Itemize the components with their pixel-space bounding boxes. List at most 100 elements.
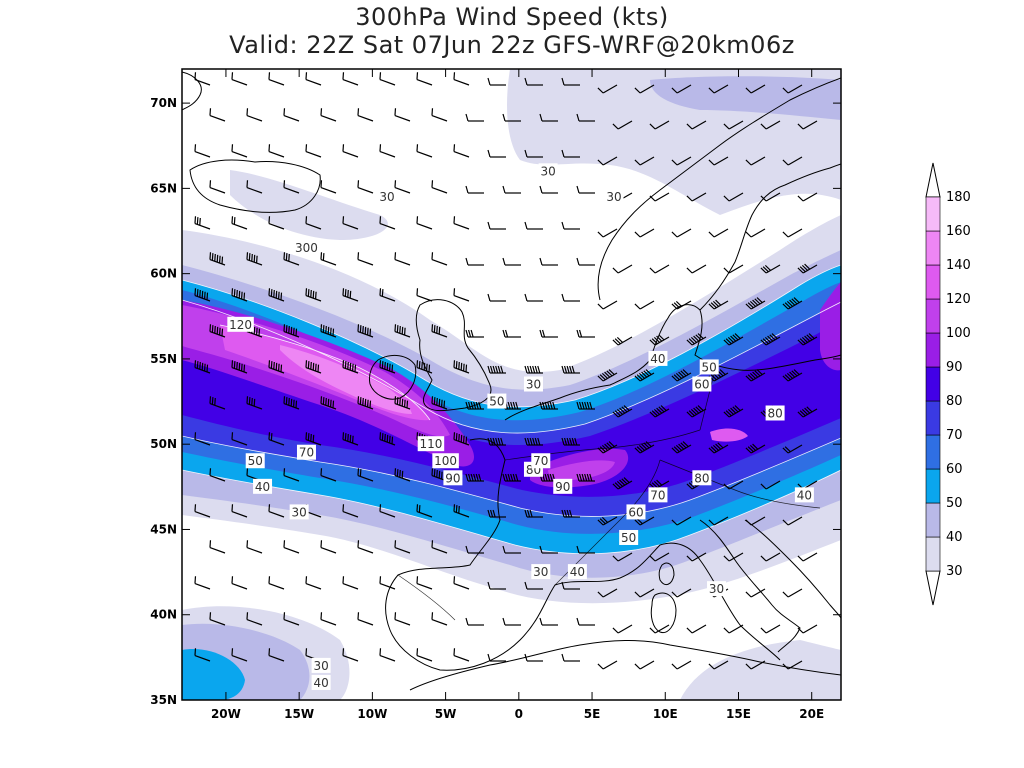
wind-barb bbox=[453, 288, 470, 302]
contour-label-text: 120 bbox=[229, 318, 252, 332]
wind-barb bbox=[305, 144, 322, 158]
contour-label-text: 30 bbox=[313, 659, 328, 673]
wind-barb bbox=[357, 252, 374, 266]
coastline-iceland bbox=[189, 159, 321, 213]
wind-barb bbox=[416, 360, 433, 374]
wind-barb bbox=[745, 588, 766, 598]
wind-barb bbox=[612, 405, 633, 418]
wind-barb bbox=[723, 480, 744, 490]
coastline-scandinavia bbox=[597, 77, 841, 301]
wind-barb bbox=[268, 432, 285, 446]
contour-label-text: 50 bbox=[248, 454, 263, 468]
wind-barb bbox=[612, 477, 633, 490]
wind-barb bbox=[246, 396, 263, 410]
wind-barb bbox=[320, 396, 337, 410]
wind-barb bbox=[320, 108, 337, 122]
wind-barb bbox=[268, 576, 285, 590]
wind-barb bbox=[782, 588, 803, 598]
wind-barb bbox=[782, 660, 803, 670]
wind-barb bbox=[268, 360, 285, 374]
wind-barb bbox=[394, 468, 411, 482]
contour-label-text: 30 bbox=[606, 190, 621, 204]
wind-barb bbox=[342, 360, 359, 374]
contour-label-bg bbox=[432, 453, 459, 469]
contour-label-text: 90 bbox=[445, 471, 460, 485]
contour-label: 100 bbox=[432, 453, 459, 469]
colorbar-swatch bbox=[925, 468, 941, 504]
wind-barb bbox=[231, 360, 248, 374]
wind-barb bbox=[524, 293, 543, 302]
wind-barb bbox=[612, 120, 633, 130]
wind-barb bbox=[649, 264, 670, 274]
wind-barb bbox=[305, 216, 322, 230]
contour-label-text: 80 bbox=[767, 406, 782, 420]
wind-barb bbox=[524, 509, 543, 518]
wind-barb bbox=[465, 113, 484, 122]
wind-barb bbox=[231, 504, 248, 518]
x-tick-label: 20W bbox=[211, 707, 241, 721]
wind-barb bbox=[453, 504, 470, 518]
coastline-scandinavia bbox=[699, 163, 841, 311]
wind-barb bbox=[686, 552, 707, 562]
contour-label-bg bbox=[531, 453, 551, 469]
wind-barb bbox=[782, 228, 803, 238]
wind-barb bbox=[431, 612, 448, 626]
contour-label: 30 bbox=[377, 188, 397, 204]
contour-label: 40 bbox=[648, 350, 668, 366]
wind-barb bbox=[708, 660, 729, 670]
wind-barb bbox=[379, 648, 396, 662]
contour-label: 60 bbox=[692, 376, 712, 392]
contour-label-bg bbox=[531, 564, 551, 580]
wind-barb bbox=[431, 396, 448, 410]
coastline-corsica bbox=[658, 562, 675, 586]
colorbar-swatch bbox=[925, 366, 941, 402]
wind-barb bbox=[379, 216, 396, 230]
wind-barb bbox=[561, 221, 580, 230]
wind-barb bbox=[465, 185, 484, 194]
wind-barb bbox=[782, 516, 803, 526]
contour-label-text: 70 bbox=[299, 446, 314, 460]
contour-label: 40 bbox=[794, 487, 814, 503]
contour-label-bg bbox=[538, 163, 558, 179]
wind-barb bbox=[342, 432, 359, 446]
contour-label-text: 30 bbox=[526, 378, 541, 392]
wind-barb bbox=[342, 288, 359, 302]
wind-barb bbox=[394, 180, 411, 194]
wind-barb bbox=[597, 588, 618, 598]
wind-barb bbox=[723, 120, 744, 130]
map-frame bbox=[181, 68, 842, 701]
wind-barb bbox=[320, 252, 337, 266]
wind-barbs bbox=[194, 72, 818, 670]
colorbar-label: 80 bbox=[946, 394, 963, 409]
contour-label: 120 bbox=[227, 316, 254, 332]
colorbar-label: 140 bbox=[946, 258, 971, 273]
shade-140 bbox=[280, 345, 412, 414]
contour-label-bg bbox=[311, 674, 331, 690]
contour-label-bg bbox=[707, 581, 727, 597]
wind-barb bbox=[502, 617, 521, 626]
wind-barb bbox=[723, 192, 744, 202]
wind-barb bbox=[539, 257, 558, 266]
contour-label-bg bbox=[443, 470, 463, 486]
wind-barb bbox=[760, 552, 781, 562]
wind-barb bbox=[723, 264, 744, 274]
wind-barb bbox=[305, 432, 322, 446]
y-tick-label: 55N bbox=[150, 352, 177, 366]
wind-barb bbox=[797, 120, 818, 130]
contour-label-text: 40 bbox=[255, 480, 270, 494]
x-tick-label: 10W bbox=[357, 707, 387, 721]
contour-label-text: 60 bbox=[628, 505, 643, 519]
wind-barb bbox=[283, 108, 300, 122]
wind-barb bbox=[745, 84, 766, 94]
wind-barb bbox=[561, 437, 580, 446]
wind-barb bbox=[686, 192, 707, 202]
wind-barb bbox=[320, 540, 337, 554]
wind-barb bbox=[502, 113, 521, 122]
wind-barb bbox=[502, 257, 521, 266]
wind-barb bbox=[539, 545, 558, 554]
shade-120 bbox=[710, 428, 748, 442]
contour-label-bg bbox=[289, 504, 309, 520]
wind-barb bbox=[231, 288, 248, 302]
wind-barb bbox=[194, 144, 211, 158]
